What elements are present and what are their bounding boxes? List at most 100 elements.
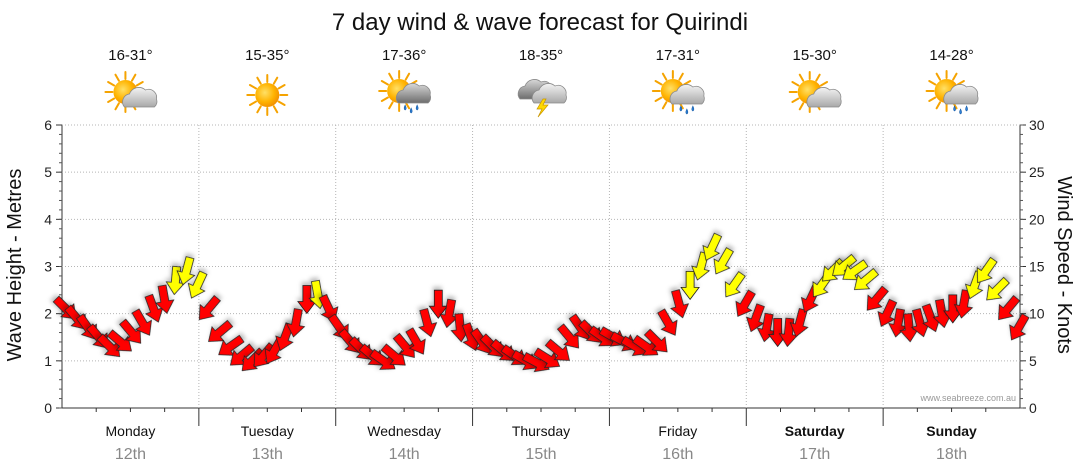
day-column: 16-31° Monday 12th — [95, 47, 166, 463]
wind-arrow — [680, 270, 700, 301]
showers-icon — [925, 70, 979, 115]
wind-arrow — [953, 289, 974, 319]
wind-arrow — [176, 256, 196, 286]
wind-arrow — [670, 289, 689, 319]
showers-icon — [651, 70, 705, 115]
left-axis-title: Wave Height - Metres — [4, 169, 26, 362]
day-column: 15-30° Saturday 17th — [745, 47, 850, 463]
wind-arrow — [208, 319, 234, 342]
left-tick-label: 5 — [44, 164, 52, 180]
left-tick-label: 0 — [44, 400, 52, 416]
wind-arrow — [724, 271, 746, 298]
sunny-icon — [246, 74, 289, 116]
date-label: 15th — [525, 446, 556, 463]
wind-arrow — [789, 308, 809, 338]
date-label: 13th — [252, 446, 283, 463]
right-tick-label: 10 — [1029, 306, 1045, 322]
wind-arrow — [746, 303, 765, 333]
rain-icon — [378, 70, 432, 114]
cloud-icon — [669, 84, 705, 105]
partly-cloudy-icon — [788, 71, 842, 113]
left-tick-label: 4 — [44, 211, 52, 227]
cloud-icon — [806, 87, 842, 108]
wind-arrow — [998, 295, 1021, 321]
day-column: 18-35° Thursday 15th — [472, 47, 576, 463]
day-column: 17-36° Wednesday 14th — [335, 47, 441, 463]
rain-drops-icon — [953, 105, 968, 115]
right-axis-title: Wind Speed - Knots — [1053, 176, 1075, 354]
temperature-range: 15-35° — [245, 47, 289, 64]
temperature-range: 17-36° — [382, 47, 426, 64]
wind-arrow — [405, 327, 426, 355]
wind-arrow — [418, 308, 438, 338]
temperature-range: 15-30° — [793, 47, 837, 64]
temperature-range: 18-35° — [519, 47, 563, 64]
day-column: 14-28° Sunday 18th — [882, 47, 987, 463]
cloud-icon — [122, 87, 158, 108]
wind-arrow — [976, 256, 998, 284]
wind-arrow — [285, 308, 306, 338]
wind-arrow — [735, 289, 756, 317]
temperature-range: 16-31° — [108, 47, 152, 64]
wind-arrow — [380, 343, 406, 366]
right-tick-label: 20 — [1029, 211, 1045, 227]
right-tick-label: 30 — [1029, 117, 1045, 133]
lightning-icon — [536, 98, 549, 118]
day-column: 17-31° Friday 16th — [608, 47, 713, 463]
day-columns: 16-31° Monday 12th 15-35° Tuesday 13th 17-36° W… — [95, 47, 987, 463]
date-label: 18th — [936, 446, 967, 463]
wind-arrow — [853, 267, 880, 291]
day-label: Thursday — [512, 423, 570, 439]
wind-arrow — [713, 247, 734, 275]
rain-drops-icon — [679, 105, 695, 115]
right-axis: 0 5 10 15 20 25 30 — [1020, 117, 1045, 416]
day-label: Friday — [658, 423, 697, 439]
wind-arrow — [1009, 313, 1030, 341]
right-tick-label: 0 — [1029, 400, 1037, 416]
sun-icon — [246, 74, 289, 116]
wind-arrow — [155, 284, 175, 314]
day-label: Monday — [106, 423, 156, 439]
wind-arrow — [198, 295, 221, 321]
left-tick-label: 3 — [44, 259, 52, 275]
right-tick-label: 5 — [1029, 353, 1037, 369]
date-label: 16th — [662, 446, 693, 463]
wind-arrow — [702, 232, 723, 261]
temperature-range: 17-31° — [656, 47, 700, 64]
wind-arrow — [544, 338, 570, 361]
temperature-range: 14-28° — [929, 47, 973, 64]
wind-arrow — [187, 270, 208, 299]
day-label: Sunday — [926, 423, 977, 439]
left-tick-label: 6 — [44, 117, 52, 133]
wind-arrow — [986, 276, 1010, 301]
wind-arrows — [52, 232, 1030, 373]
left-tick-label: 2 — [44, 306, 52, 322]
wind-arrow — [643, 328, 668, 353]
partly-cloudy-icon — [104, 71, 158, 113]
cloud-icon — [943, 84, 979, 105]
date-label: 17th — [799, 446, 830, 463]
day-label: Wednesday — [367, 423, 441, 439]
thunderstorm-icon — [517, 79, 567, 118]
wind-arrow — [106, 329, 132, 352]
chart-title: 7 day wind & wave forecast for Quirindi — [332, 9, 748, 36]
left-tick-label: 1 — [44, 353, 52, 369]
cloud-icon — [395, 83, 432, 104]
date-label: 14th — [389, 446, 420, 463]
wind-arrow — [131, 308, 152, 336]
right-tick-label: 25 — [1029, 164, 1045, 180]
wind-arrow — [657, 308, 678, 336]
wind-arrow — [533, 347, 561, 369]
credit-text: www.seabreeze.com.au — [919, 393, 1016, 403]
left-axis: 0 1 2 3 4 5 6 — [44, 117, 62, 416]
day-label: Saturday — [785, 423, 845, 439]
day-label: Tuesday — [241, 423, 294, 439]
right-tick-label: 15 — [1029, 259, 1045, 275]
rain-drops-icon — [403, 104, 419, 114]
date-label: 12th — [115, 446, 146, 463]
wind-arrow — [866, 285, 889, 311]
grid-lines — [62, 124, 1020, 408]
day-column: 15-35° Tuesday 13th — [198, 47, 302, 463]
cloud-icon — [531, 83, 567, 104]
